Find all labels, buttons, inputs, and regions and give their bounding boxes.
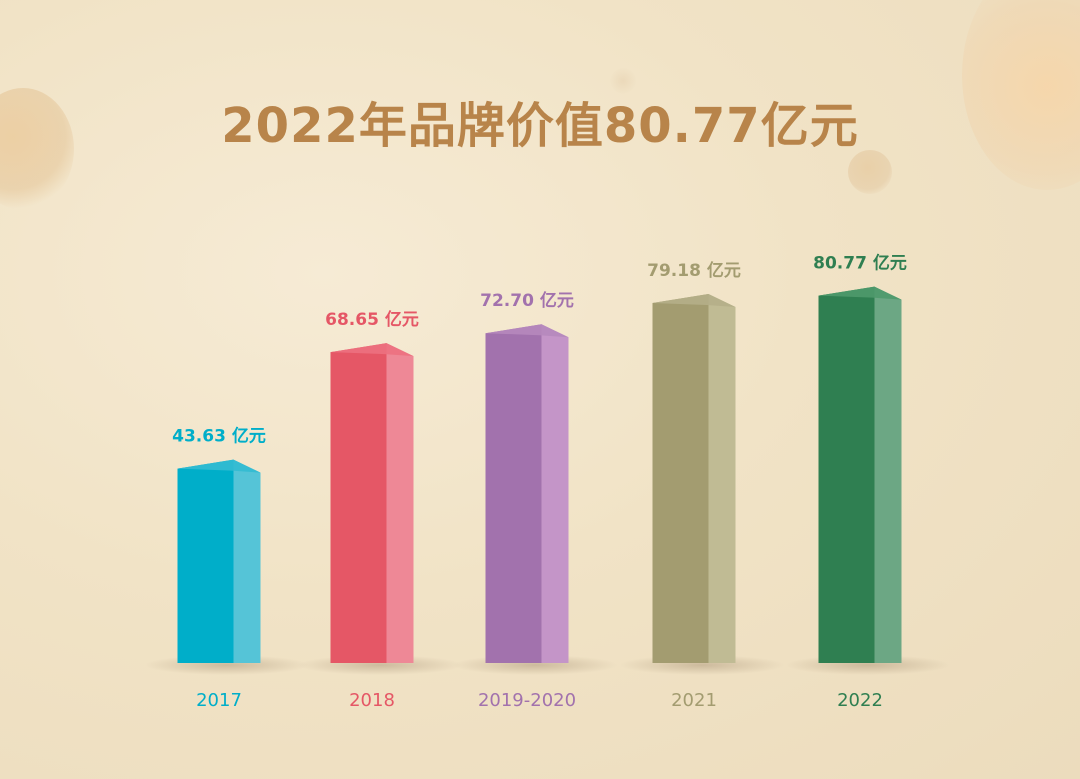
bar-top-2018 <box>330 343 414 357</box>
bar-front-2022 <box>818 286 875 663</box>
bar-front-2019-2020 <box>485 324 542 663</box>
value-label: 43.63 亿元 <box>172 426 266 447</box>
bar-top-2021 <box>652 294 736 308</box>
chart-title: 2022年品牌价值80.77亿元 <box>221 98 859 154</box>
decorative-bubble <box>848 150 892 194</box>
category-label: 2018 <box>349 690 395 711</box>
category-label: 2017 <box>196 690 242 711</box>
value-label: 80.77 亿元 <box>813 253 907 274</box>
bar-side-2021 <box>708 294 736 663</box>
bar-side-2018 <box>386 343 414 663</box>
bar-front-2017 <box>177 459 234 663</box>
value-label: 79.18 亿元 <box>647 260 741 281</box>
bar-side-2017 <box>233 459 261 663</box>
bar-top-2022 <box>818 286 902 300</box>
category-label: 2019-2020 <box>478 690 576 711</box>
bar-side-2022 <box>874 286 902 663</box>
bar-top-2017 <box>177 459 261 473</box>
decorative-bubble <box>610 68 636 94</box>
value-label: 68.65 亿元 <box>325 309 419 330</box>
category-label: 2022 <box>837 690 883 711</box>
bar-side-2019-2020 <box>541 324 569 663</box>
bar-front-2021 <box>652 294 709 663</box>
value-label: 72.70 亿元 <box>480 290 574 311</box>
category-label: 2021 <box>671 690 717 711</box>
bar-front-2018 <box>330 343 387 663</box>
bar-top-2019-2020 <box>485 324 569 338</box>
